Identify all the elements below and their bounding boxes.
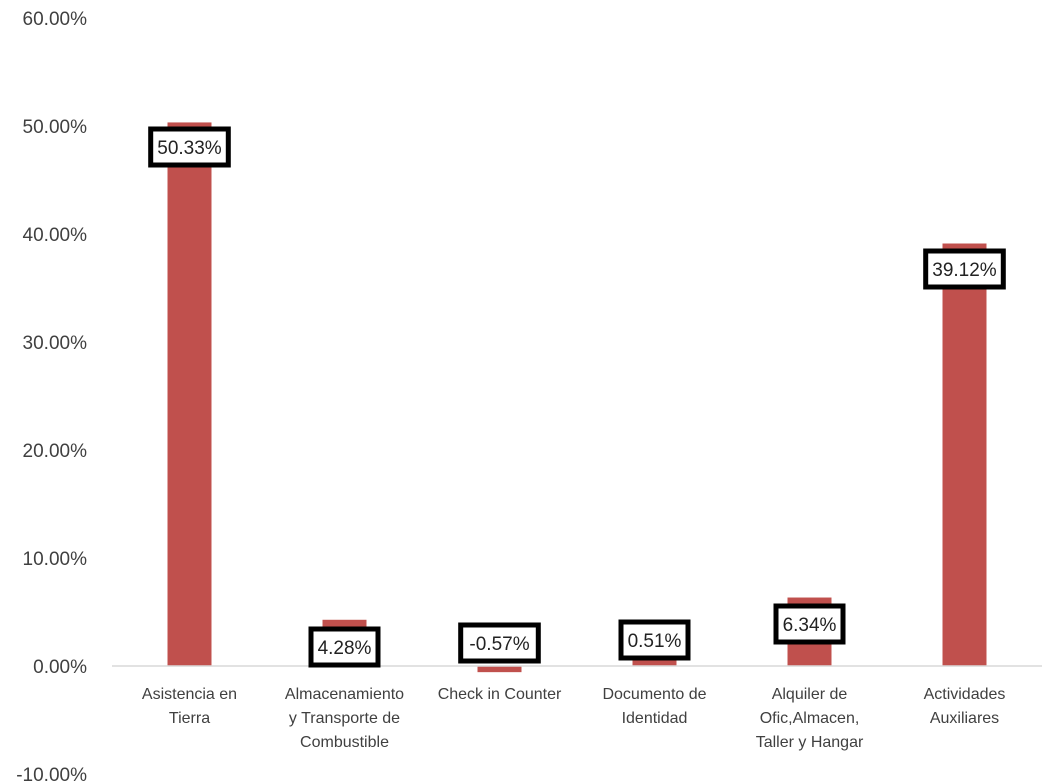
x-category-label-line: Identidad (622, 710, 688, 727)
y-tick-label: 10.00% (23, 549, 88, 570)
x-category-label-line: Check in Counter (438, 686, 562, 703)
data-label-box (308, 626, 381, 668)
x-category-label-line: Taller y Hangar (756, 734, 864, 751)
y-tick-label: 0.00% (33, 657, 87, 678)
x-category-label-line: Alquiler de (772, 686, 848, 703)
bar (167, 122, 212, 667)
x-category-label: Actividades Auxiliares (924, 686, 1006, 727)
x-category-label: Almacenamiento y Transporte de Combustible (285, 686, 404, 751)
bar (477, 666, 522, 673)
data-label-box (618, 619, 691, 661)
x-category-label-line: Auxiliares (930, 710, 999, 727)
x-category-label-line: Asistencia en (142, 686, 237, 703)
x-category-label: Documento de Identidad (602, 686, 706, 727)
y-tick-label: 40.00% (23, 225, 88, 246)
data-label-box (923, 248, 1006, 290)
x-category-label-line: Combustible (300, 734, 389, 751)
data-label-box (773, 603, 846, 645)
x-category-label: Check in Counter (438, 686, 562, 703)
data-labels: 50.33% 4.28% -0.57% 0.51% 6.34% 39.12% (148, 126, 1006, 668)
bar (942, 243, 987, 666)
y-axis-tick-labels: -10.00% 0.00% 10.00% 20.00% 30.00% 40.00% 50.0… (16, 9, 87, 784)
x-category-label-line: Ofic,Almacen, (760, 710, 860, 727)
bars (167, 122, 987, 673)
x-category-label: Asistencia en Tierra (142, 686, 237, 727)
data-label-box (458, 622, 541, 664)
data-label: 39.12% (932, 260, 997, 281)
data-label: 4.28% (318, 638, 372, 659)
x-axis-category-labels: Asistencia en Tierra Almacenamiento y Trans… (142, 686, 1006, 751)
data-label: -0.57% (469, 634, 529, 655)
data-label: 0.51% (628, 631, 682, 652)
y-tick-label: 60.00% (23, 9, 88, 30)
x-category-label-line: y Transporte de (289, 710, 400, 727)
x-category-label-line: Almacenamiento (285, 686, 404, 703)
x-category-label-line: Documento de (602, 686, 706, 703)
y-tick-label: 30.00% (23, 333, 88, 354)
bar (632, 660, 677, 666)
x-category-label-line: Actividades (924, 686, 1006, 703)
y-tick-label: 20.00% (23, 441, 88, 462)
data-label-box (148, 126, 231, 168)
data-label: 6.34% (783, 615, 837, 636)
y-tick-label: -10.00% (16, 765, 87, 784)
y-tick-label: 50.00% (23, 117, 88, 138)
x-category-label: Alquiler de Ofic,Almacen, Taller y Hangar (756, 686, 864, 751)
x-category-label-line: Tierra (169, 710, 210, 727)
data-label: 50.33% (157, 138, 222, 159)
